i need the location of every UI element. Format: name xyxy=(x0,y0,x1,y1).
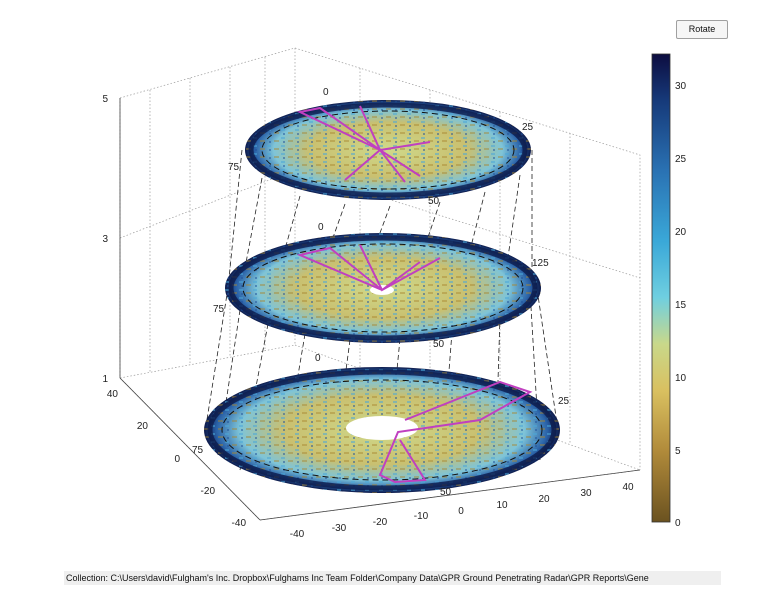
slice-label: 0 xyxy=(315,353,321,364)
slice-label: 75 xyxy=(192,445,204,456)
y-tick-label: 40 xyxy=(107,389,119,400)
colorbar-tick-label: 25 xyxy=(675,154,687,165)
y-tick-label: -20 xyxy=(201,486,216,497)
y-tick-label: 20 xyxy=(137,421,149,432)
colorbar: 30 25 20 15 10 5 0 xyxy=(651,53,687,529)
x-axis: -40 -30 -20 -10 0 10 20 30 40 xyxy=(290,482,634,540)
slice-top: 0 25 75 50 xyxy=(228,87,534,207)
slice-label: 50 xyxy=(440,487,452,498)
rotate-button[interactable]: Rotate xyxy=(676,20,728,39)
slice-label: 0 xyxy=(318,222,324,233)
slice-label: 25 xyxy=(558,396,570,407)
x-tick-label: -30 xyxy=(332,523,347,534)
colorbar-tick-label: 15 xyxy=(675,300,687,311)
slice-middle: 0 125 75 50 xyxy=(213,222,549,350)
y-axis: 40 20 0 -20 -40 xyxy=(107,389,247,529)
x-tick-label: -40 xyxy=(290,529,305,540)
slice-label: 75 xyxy=(228,162,240,173)
colorbar-tick-label: 30 xyxy=(675,81,687,92)
survey-path xyxy=(296,105,431,183)
slice-label: 0 xyxy=(323,87,329,98)
colorbar-tick-label: 10 xyxy=(675,373,687,384)
survey-path xyxy=(296,244,441,292)
x-tick-label: 40 xyxy=(622,482,634,493)
z-tick-label: 5 xyxy=(102,94,108,105)
status-bar-collection-path: Collection: C:\Users\david\Fulgham's Inc… xyxy=(64,571,721,585)
slice-label: 125 xyxy=(532,258,549,269)
x-tick-label: 30 xyxy=(580,488,592,499)
x-tick-label: -20 xyxy=(373,517,388,528)
y-tick-label: 0 xyxy=(174,454,180,465)
slice-label: 50 xyxy=(428,196,440,207)
colorbar-gradient xyxy=(651,53,671,523)
z-tick-label: 1 xyxy=(102,374,108,385)
slice-label: 50 xyxy=(433,339,445,350)
x-tick-label: 0 xyxy=(458,506,464,517)
x-tick-label: 10 xyxy=(496,500,508,511)
x-tick-label: 20 xyxy=(538,494,550,505)
slice-label: 75 xyxy=(213,304,225,315)
slice-center-hole xyxy=(346,416,418,440)
x-tick-label: -10 xyxy=(414,511,429,522)
z-axis: 5 3 1 xyxy=(102,94,108,385)
slice-label: 25 xyxy=(522,122,534,133)
colorbar-tick-label: 20 xyxy=(675,227,687,238)
y-tick-label: -40 xyxy=(232,518,247,529)
axes-solid-edges xyxy=(119,98,641,521)
slice-bottom: 0 25 75 50 xyxy=(192,353,570,498)
colorbar-tick-label: 5 xyxy=(675,446,681,457)
colorbar-tick-label: 0 xyxy=(675,518,681,529)
z-tick-label: 3 xyxy=(102,234,108,245)
survey-path xyxy=(378,380,533,484)
